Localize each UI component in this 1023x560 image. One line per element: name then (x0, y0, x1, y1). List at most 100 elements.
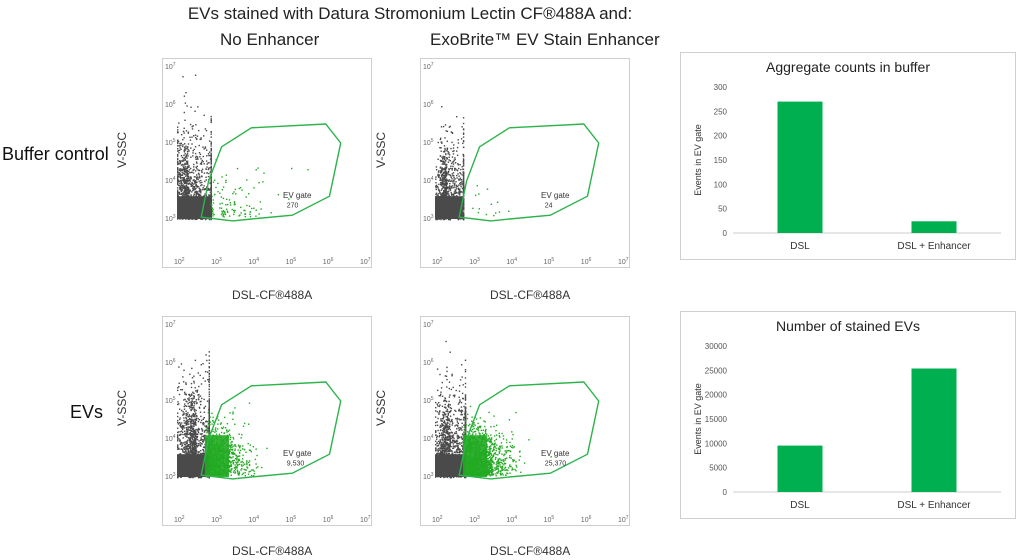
gated-event-dot (236, 167, 239, 170)
event-dot (182, 192, 185, 194)
event-dot (201, 218, 203, 220)
event-dot (185, 182, 187, 185)
event-dot (197, 394, 199, 396)
event-dot (210, 121, 212, 124)
event-dot (462, 176, 465, 178)
event-dot (192, 189, 194, 192)
x-tick-exponent: 7 (626, 257, 629, 263)
event-dot (203, 450, 205, 452)
event-dot (439, 159, 442, 162)
gated-event-dot (253, 187, 255, 189)
event-dot (210, 190, 212, 192)
event-dot (208, 351, 210, 353)
gated-event-dot (232, 448, 234, 450)
event-dot (178, 447, 180, 450)
event-dot (192, 398, 194, 400)
event-dot (190, 386, 193, 389)
event-dot (185, 441, 187, 443)
gated-event-dot (474, 194, 477, 197)
event-dot (193, 193, 196, 195)
ev-gate-count: 24 (545, 203, 553, 210)
x-tick-exponent: 3 (219, 257, 222, 263)
event-dot (191, 440, 193, 442)
gated-event-dot (257, 167, 259, 169)
event-dot (452, 147, 455, 149)
event-dot (190, 450, 192, 452)
gated-event-dot (225, 208, 228, 210)
event-dot (210, 213, 212, 215)
x-tick-exponent: 5 (293, 257, 296, 263)
event-dot (210, 170, 212, 172)
event-dot (186, 160, 188, 163)
event-dot (452, 172, 455, 174)
gated-event-dot (213, 421, 215, 423)
event-dot (454, 182, 456, 185)
event-dot (208, 140, 211, 142)
event-dot (189, 123, 192, 126)
event-dot (186, 451, 188, 453)
event-dot (444, 194, 447, 196)
event-dot (200, 415, 202, 418)
event-dot (187, 450, 189, 452)
event-dot (177, 192, 179, 195)
event-dot (453, 184, 456, 186)
event-dot (177, 157, 179, 160)
event-dot (440, 147, 442, 149)
event-dot (458, 192, 461, 194)
event-dot (195, 402, 198, 405)
event-dot (210, 119, 212, 121)
gated-event-dot (207, 420, 209, 422)
event-dot (208, 427, 210, 429)
gated-event-dot (258, 213, 260, 215)
event-dot (210, 161, 212, 164)
event-dot (195, 400, 197, 403)
event-dot (193, 135, 195, 137)
event-dot (191, 181, 193, 184)
y-tick-label: 103 (165, 214, 176, 223)
event-dot (208, 172, 210, 175)
event-dot (210, 216, 212, 219)
y-tick-label: 106 (165, 100, 176, 109)
gated-event-dot (226, 210, 229, 212)
gated-event-dot (237, 464, 239, 467)
event-dot (198, 152, 201, 154)
event-dot (185, 168, 188, 170)
event-dot (185, 421, 187, 423)
gated-event-dot (235, 463, 238, 465)
event-dot (184, 173, 186, 176)
gated-event-dot (251, 469, 253, 471)
gated-event-dot (211, 195, 213, 198)
event-dot (441, 170, 443, 172)
x-tick-exponent: 5 (551, 257, 554, 263)
event-dot (184, 188, 187, 191)
event-dot (203, 446, 206, 449)
event-dot (457, 188, 460, 190)
event-dot (440, 137, 442, 139)
gated-event-dot (244, 469, 247, 471)
event-dot (188, 452, 190, 454)
event-dot (437, 195, 439, 197)
event-dot (184, 451, 186, 453)
gated-event-dot (221, 212, 223, 214)
gated-event-dot (254, 458, 257, 461)
event-dot (446, 149, 448, 151)
event-dot (194, 421, 196, 423)
event-dot (445, 165, 447, 167)
event-dot (462, 199, 465, 202)
event-dot (186, 147, 188, 150)
event-dot (188, 451, 190, 453)
event-dot (185, 156, 187, 158)
event-dot (453, 183, 456, 185)
event-dot (194, 170, 197, 172)
event-dot (197, 420, 200, 423)
event-dot (193, 179, 195, 181)
event-dot (448, 193, 450, 195)
event-dot (188, 414, 190, 416)
event-dot (200, 437, 202, 439)
event-dot (459, 164, 461, 166)
event-dot (177, 184, 180, 187)
event-dot (184, 159, 186, 161)
y-tick-exponent: 6 (173, 100, 176, 106)
event-dot (210, 209, 212, 211)
event-dot (182, 172, 184, 174)
